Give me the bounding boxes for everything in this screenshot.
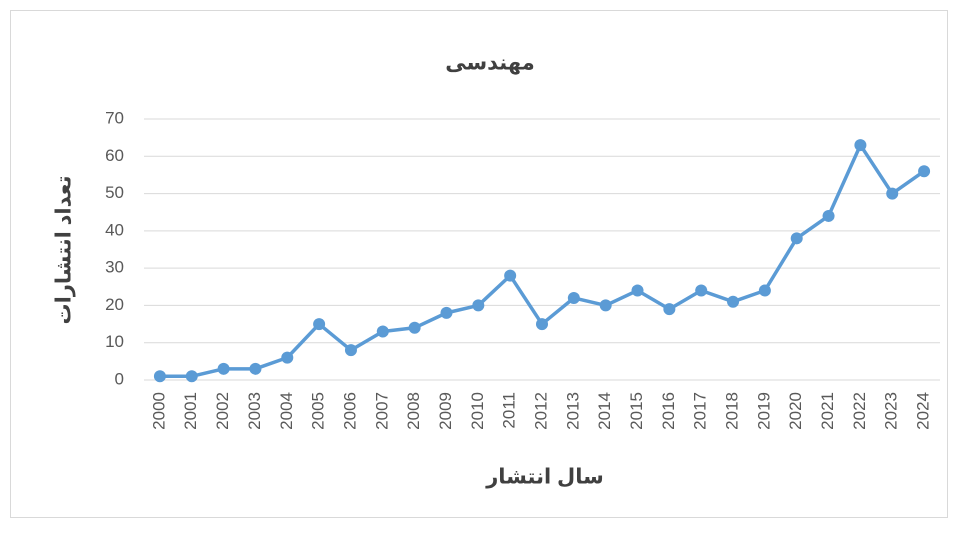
data-point (599, 299, 612, 312)
y-tick-label: 20 (105, 295, 124, 314)
y-tick-label: 30 (105, 258, 124, 277)
data-point (376, 325, 389, 338)
x-tick-label: 2008 (404, 392, 423, 430)
y-tick-label: 50 (105, 183, 124, 202)
x-tick-label: 2010 (468, 392, 487, 430)
x-tick-label: 2018 (723, 392, 742, 430)
y-tick-label: 0 (115, 369, 124, 388)
data-point (918, 165, 931, 178)
y-tick-label: 10 (105, 332, 124, 351)
x-tick-label: 2016 (659, 392, 678, 430)
x-tick-label: 2000 (149, 392, 168, 430)
x-tick-label: 2006 (340, 392, 359, 430)
chart-frame (10, 10, 948, 518)
data-point (313, 318, 326, 331)
data-point (822, 209, 835, 222)
data-point (504, 269, 517, 282)
x-tick-label: 2014 (595, 392, 614, 430)
x-tick-label: 2017 (691, 392, 710, 430)
data-point (217, 362, 230, 375)
data-point (695, 284, 708, 297)
data-point (408, 321, 421, 334)
data-point (758, 284, 771, 297)
data-point (440, 306, 453, 319)
x-tick-label: 2019 (754, 392, 773, 430)
y-tick-label: 70 (105, 108, 124, 127)
x-tick-label: 2020 (786, 392, 805, 430)
x-tick-label: 2013 (563, 392, 582, 430)
data-point (631, 284, 644, 297)
x-tick-label: 2003 (245, 392, 264, 430)
x-tick-label: 2012 (531, 392, 550, 430)
data-point (281, 351, 294, 364)
data-point (567, 291, 580, 304)
data-point (185, 370, 198, 383)
data-point (727, 295, 740, 308)
data-point (790, 232, 803, 245)
data-point (249, 362, 262, 375)
data-point (153, 370, 166, 383)
y-tick-label: 40 (105, 220, 124, 239)
x-tick-label: 2002 (213, 392, 232, 430)
x-tick-label: 2024 (914, 392, 933, 430)
y-tick-label: 60 (105, 146, 124, 165)
chart-title: مهندسی (445, 52, 534, 75)
data-point (344, 344, 357, 357)
x-tick-label: 2005 (309, 392, 328, 430)
x-tick-label: 2009 (436, 392, 455, 430)
x-tick-label: 2023 (882, 392, 901, 430)
x-tick-label: 2007 (372, 392, 391, 430)
x-tick-label: 2022 (850, 392, 869, 430)
data-point (886, 187, 899, 200)
data-point (536, 318, 548, 331)
data-point (472, 299, 485, 312)
x-tick-label: 2021 (818, 392, 837, 430)
x-tick-label: 2004 (277, 392, 296, 430)
y-axis-label: تعداد انتشارات (53, 176, 76, 325)
x-tick-label: 2011 (500, 392, 519, 429)
x-tick-label: 2015 (627, 392, 646, 430)
data-point (854, 139, 867, 152)
x-axis-label: سال انتشار (485, 466, 604, 489)
data-point (663, 303, 676, 316)
x-tick-label: 2001 (181, 392, 200, 430)
